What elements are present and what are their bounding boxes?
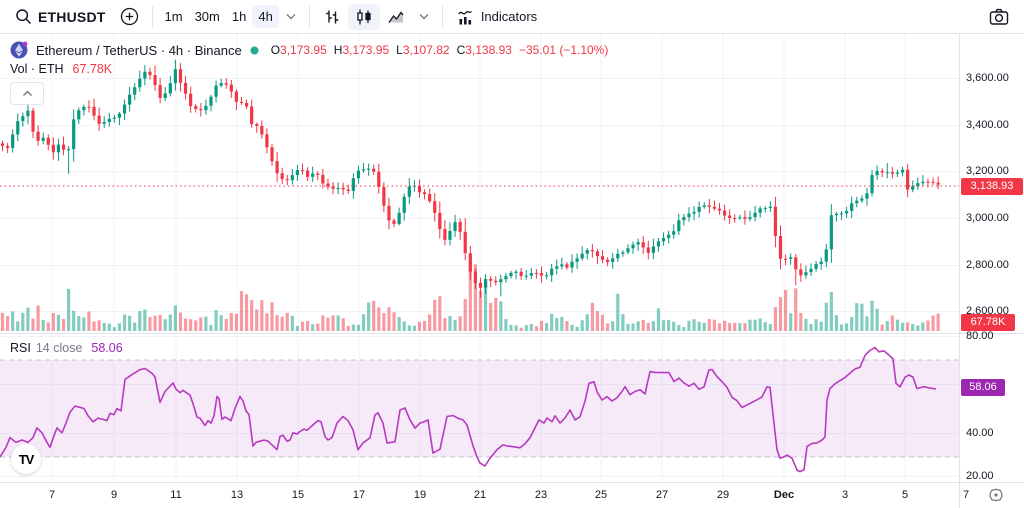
plus-circle-icon [120, 7, 139, 26]
toolbar-separator [308, 5, 310, 28]
chart-style-menu-button[interactable] [412, 9, 436, 24]
pane-collapse-button[interactable] [10, 82, 44, 105]
indicators-label: Indicators [480, 9, 538, 24]
screenshot-button[interactable] [982, 3, 1016, 30]
toolbar-separator [151, 5, 153, 28]
rsi-band [0, 360, 959, 457]
timeframe-30m[interactable]: 30m [194, 9, 220, 24]
chart-style-candles-button[interactable] [347, 3, 380, 30]
chevron-down-icon [286, 13, 296, 20]
price-axis[interactable] [960, 34, 1024, 482]
symbol-name: ETHUSDT [38, 8, 106, 25]
camera-icon [989, 7, 1009, 26]
candlestick-chart-icon [355, 8, 373, 26]
rsi-line [0, 346, 937, 473]
toolbar-separator [441, 5, 443, 28]
symbol-search-button[interactable]: ETHUSDT [8, 4, 113, 29]
compare-add-symbol-button[interactable] [113, 3, 146, 30]
timeframe-1h[interactable]: 1h [231, 9, 247, 24]
search-icon [15, 8, 32, 25]
timezone-settings-gear-icon[interactable] [988, 487, 1004, 508]
chevron-down-icon [419, 13, 429, 20]
indicators-button[interactable]: Indicators [449, 4, 544, 30]
chart-style-bars-button[interactable] [316, 4, 348, 30]
top-toolbar: ETHUSDT 1m 30m 1h 4h [0, 0, 1024, 34]
area-chart-icon [387, 8, 405, 26]
time-axis[interactable] [0, 483, 1024, 508]
timeframe-4h-selected[interactable]: 4h [252, 5, 279, 28]
timeframe-1m[interactable]: 1m [164, 9, 183, 24]
bars-chart-icon [323, 8, 341, 26]
chart-style-area-button[interactable] [380, 4, 412, 30]
indicators-icon [456, 8, 475, 26]
timeframe-menu-button[interactable] [279, 9, 303, 24]
